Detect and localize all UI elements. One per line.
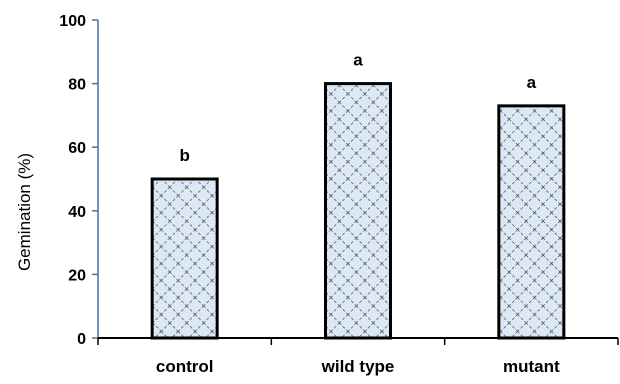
y-axis-title: Gemination (%) — [15, 153, 34, 271]
bar-mutant — [497, 104, 566, 340]
y-tick-label: 20 — [68, 267, 86, 284]
axes — [97, 20, 619, 345]
significance-letter: a — [527, 73, 537, 92]
y-tick-label: 60 — [68, 140, 86, 157]
y-tick-label: 0 — [77, 331, 86, 348]
bars — [150, 82, 566, 340]
significance-labels: b a a — [179, 51, 536, 165]
y-axis-ticks: 0 20 40 60 80 100 — [59, 13, 98, 348]
x-category-label: control — [156, 357, 214, 376]
significance-letter: b — [179, 146, 189, 165]
y-tick-label: 40 — [68, 204, 86, 221]
x-axis-labels: control wild type mutant — [156, 357, 560, 376]
x-category-label: mutant — [503, 357, 560, 376]
y-tick-label: 80 — [68, 77, 86, 94]
y-axis-title-group: Gemination (%) — [15, 153, 34, 271]
y-tick-label: 100 — [59, 13, 86, 30]
significance-letter: a — [353, 51, 363, 70]
bar-wild-type — [324, 82, 392, 340]
bar-control — [150, 177, 219, 340]
x-category-label: wild type — [321, 357, 395, 376]
